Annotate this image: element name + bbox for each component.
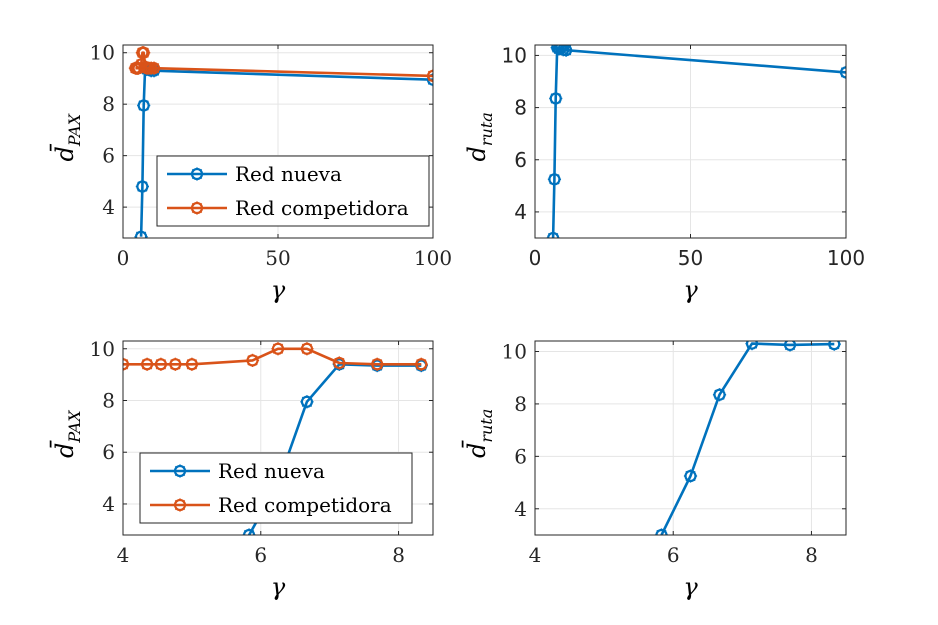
y-tick-label: 4	[514, 200, 527, 224]
data-point	[745, 341, 759, 351]
x-tick-label: 100	[414, 246, 452, 270]
data-point	[827, 341, 841, 351]
legend-item: Red nueva	[167, 162, 342, 186]
x-axis-label: γ	[683, 573, 698, 601]
data-point	[546, 231, 560, 238]
y-tick-label: 8	[102, 92, 115, 116]
x-tick-label: 100	[827, 246, 865, 270]
x-tick-label: 4	[117, 543, 130, 567]
x-tick-label: 6	[254, 543, 267, 567]
legend-item: Red competidora	[150, 493, 392, 517]
data-point	[168, 357, 182, 371]
y-tick-label: 6	[102, 144, 115, 168]
chart-panel-3: 4 6 8 4 6 8 10 γ d̄PAX Red nueva Red competidora	[50, 337, 434, 601]
y-axis-label: druta	[463, 112, 496, 161]
data-point	[300, 395, 314, 409]
x-tick-label: 6	[667, 543, 680, 567]
plot-area	[535, 341, 846, 535]
legend-label: Red nueva	[235, 162, 342, 186]
y-tick-label: 10	[90, 41, 115, 65]
data-point	[123, 357, 130, 371]
axes-box	[534, 340, 847, 536]
x-axis-label: γ	[271, 573, 286, 601]
series-red-competidora	[128, 46, 433, 83]
y-tick-label: 10	[90, 337, 115, 361]
data-point	[271, 342, 285, 356]
data-point	[154, 357, 168, 371]
y-tick-label: 10	[502, 339, 527, 363]
legend-label: Red nueva	[218, 459, 325, 483]
data-point	[300, 342, 314, 356]
y-tick-label: 8	[102, 388, 115, 412]
x-tick-label: 0	[529, 246, 542, 270]
y-tick-label: 6	[514, 148, 527, 172]
y-tick-label: 6	[514, 444, 527, 468]
data-point	[712, 388, 727, 402]
x-tick-label: 50	[678, 246, 703, 270]
data-point	[547, 172, 562, 186]
x-tick-label: 8	[392, 543, 405, 567]
data-point	[147, 61, 161, 75]
legend-label: Red competidora	[218, 493, 392, 517]
data-point	[370, 357, 384, 371]
legend-marker	[173, 464, 187, 478]
chart-panel-1: 0 50 100 4 6 8 10 γ d̄PAX Red nueva Red competidor…	[50, 41, 452, 304]
y-tick-label: 8	[514, 392, 527, 416]
data-point	[332, 356, 346, 370]
legend-marker	[173, 498, 187, 512]
series-line	[546, 45, 846, 238]
legend: Red nueva Red competidora	[139, 452, 413, 524]
data-point	[137, 46, 151, 60]
y-axis-label: d̄PAX	[50, 113, 84, 161]
chart-panel-4: 4 6 8 4 6 8 10 γ d̄ruta	[462, 339, 847, 601]
data-point	[140, 357, 154, 371]
data-point	[839, 65, 846, 79]
data-point	[185, 357, 199, 371]
legend-label: Red competidora	[235, 196, 409, 220]
x-tick-label: 50	[265, 246, 290, 270]
legend: Red nueva Red competidora	[156, 155, 430, 227]
data-point	[426, 69, 433, 83]
legend-marker	[190, 201, 204, 215]
series-line	[660, 342, 835, 535]
x-axis-label: γ	[683, 276, 698, 304]
data-point	[414, 357, 428, 371]
y-tick-label: 4	[102, 195, 115, 219]
x-tick-label: 0	[117, 246, 130, 270]
y-tick-label: 4	[514, 497, 527, 521]
data-point	[134, 230, 148, 238]
data-point	[135, 179, 149, 194]
x-tick-label: 4	[529, 543, 542, 567]
legend-box	[139, 452, 413, 524]
data-point	[683, 469, 698, 483]
data-point	[654, 528, 669, 535]
y-tick-label: 10	[502, 43, 527, 67]
y-axis-label: d̄PAX	[50, 410, 84, 458]
y-tick-label: 8	[514, 96, 527, 120]
axes-box	[122, 340, 434, 536]
data-point	[137, 98, 151, 113]
legend-marker	[190, 167, 204, 181]
series-red-competidora	[123, 342, 428, 371]
data-point	[549, 91, 563, 106]
data-point	[245, 353, 260, 367]
chart-panel-2: 0 50 100 4 6 8 10 γ druta	[463, 43, 865, 304]
x-axis-label: γ	[271, 276, 286, 304]
y-tick-label: 4	[102, 492, 115, 516]
legend-item: Red competidora	[167, 196, 409, 220]
series-line	[654, 341, 841, 535]
legend-item: Red nueva	[150, 459, 325, 483]
x-tick-label: 8	[805, 543, 818, 567]
y-tick-label: 6	[102, 440, 115, 464]
data-point	[559, 45, 573, 57]
data-point	[242, 528, 256, 535]
y-axis-label: d̄ruta	[462, 409, 496, 458]
legend-box	[156, 155, 430, 227]
